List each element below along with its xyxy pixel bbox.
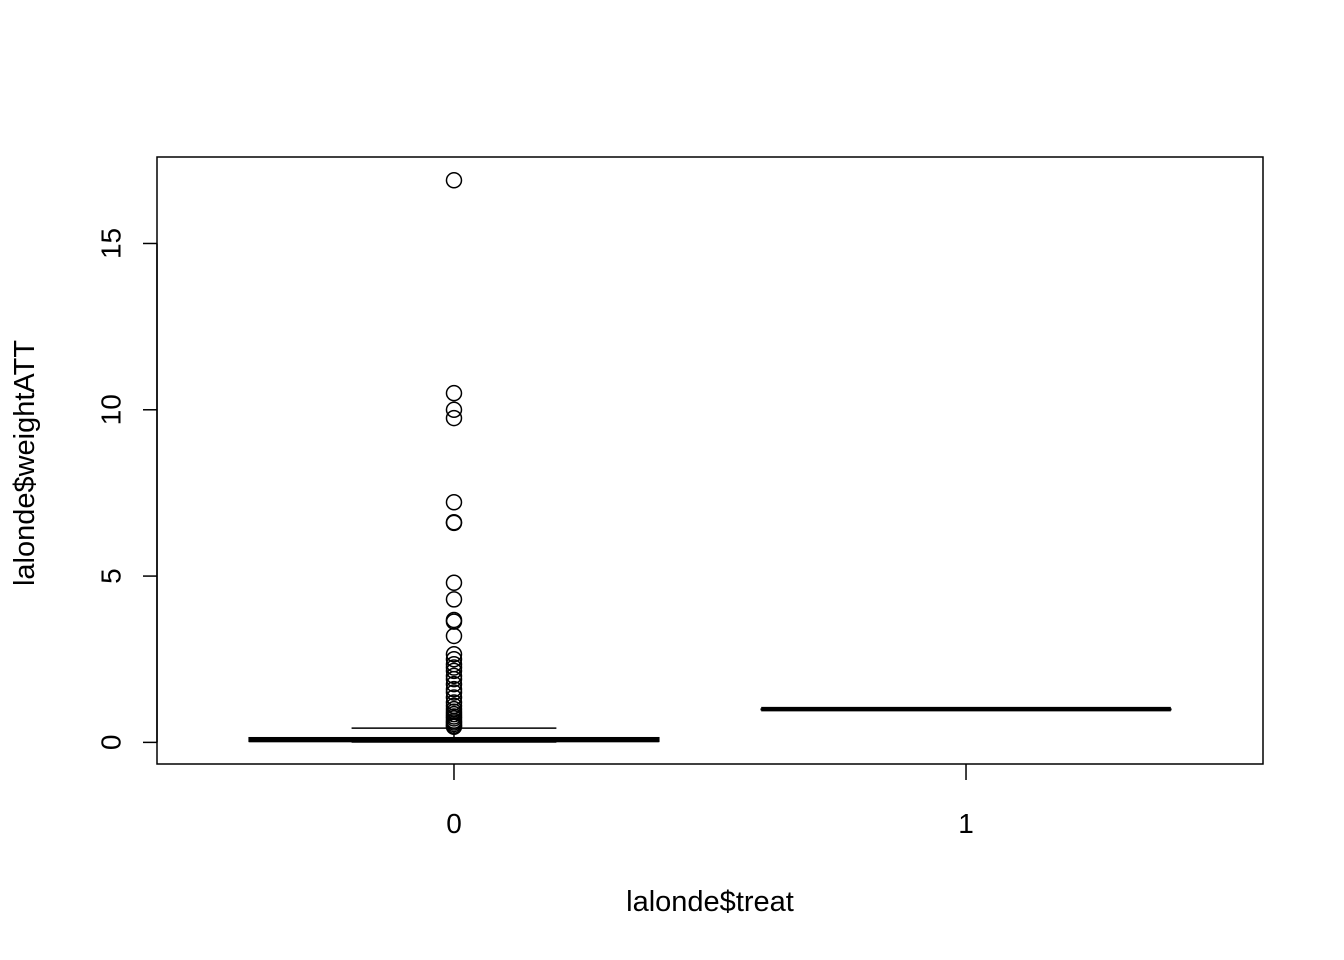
plot-frame <box>156 156 1264 765</box>
outlier-point <box>445 718 463 735</box>
y-tick-label: 10 <box>96 394 127 425</box>
outlier-point <box>445 401 463 419</box>
outlier-point <box>445 172 463 189</box>
x-axis-label: lalonde$treat <box>626 886 794 918</box>
outlier-point <box>445 409 463 427</box>
outlier-point <box>445 591 463 608</box>
outlier-point <box>445 675 463 693</box>
outlier-point <box>445 514 463 532</box>
boxes-layer <box>248 172 1172 743</box>
y-tick-label: 0 <box>96 735 127 751</box>
y-axis: 0 5 10 15 <box>96 228 158 750</box>
outlier-point <box>445 574 463 591</box>
x-tick-label: 0 <box>446 808 462 839</box>
y-axis-label: lalonde$weightATT <box>9 340 41 586</box>
y-tick-label: 15 <box>96 228 127 259</box>
outlier-point <box>445 650 463 668</box>
outlier-point <box>445 384 463 402</box>
outlier-point <box>445 662 463 680</box>
y-tick-label: 5 <box>96 568 127 584</box>
outlier-point <box>445 645 463 663</box>
outlier-point <box>445 627 463 645</box>
outlier-point <box>445 670 463 688</box>
outlier-point <box>445 684 463 701</box>
x-tick-label: 1 <box>958 808 974 839</box>
outlier-point <box>445 493 463 511</box>
box-0 <box>248 172 660 743</box>
box-1 <box>760 706 1172 712</box>
